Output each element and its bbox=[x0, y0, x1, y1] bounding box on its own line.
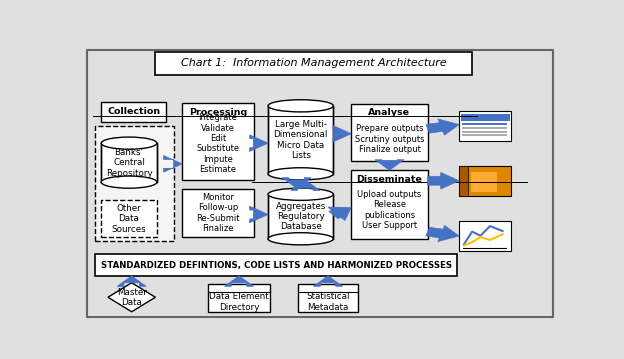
Bar bbox=[459, 166, 468, 196]
Bar bbox=[459, 111, 511, 141]
Ellipse shape bbox=[101, 137, 157, 149]
Text: Statistical
Metadata: Statistical Metadata bbox=[306, 292, 350, 312]
Polygon shape bbox=[427, 172, 459, 189]
Polygon shape bbox=[163, 155, 182, 172]
Bar bbox=[461, 113, 510, 121]
Polygon shape bbox=[291, 180, 319, 190]
Bar bbox=[182, 189, 253, 237]
Bar bbox=[268, 194, 333, 239]
Bar bbox=[459, 221, 511, 251]
Polygon shape bbox=[225, 276, 253, 286]
Polygon shape bbox=[426, 119, 459, 135]
Polygon shape bbox=[333, 125, 351, 142]
Polygon shape bbox=[375, 160, 404, 170]
Polygon shape bbox=[313, 276, 343, 286]
Text: Analyse: Analyse bbox=[368, 108, 411, 117]
Text: Monitor
Follow-up
Re-Submit
Finalize: Monitor Follow-up Re-Submit Finalize bbox=[196, 193, 240, 233]
Polygon shape bbox=[117, 276, 146, 286]
Ellipse shape bbox=[268, 168, 333, 180]
Bar bbox=[101, 102, 167, 122]
Polygon shape bbox=[250, 206, 268, 223]
Polygon shape bbox=[250, 135, 268, 151]
Bar bbox=[101, 200, 157, 237]
Ellipse shape bbox=[268, 188, 333, 200]
Bar bbox=[101, 143, 157, 182]
Bar bbox=[351, 104, 427, 160]
Text: Chart 1:  Information Management Architecture: Chart 1: Information Management Architec… bbox=[181, 58, 447, 68]
Text: Master
Data: Master Data bbox=[117, 288, 147, 307]
Text: Banks'
Central
Repository: Banks' Central Repository bbox=[105, 148, 152, 178]
Text: Integrate
Validate
Edit
Substitute
Impute
Estimate: Integrate Validate Edit Substitute Imput… bbox=[196, 113, 240, 174]
Bar bbox=[470, 172, 497, 192]
Text: Large Multi-
Dimensional
Micro Data
Lists: Large Multi- Dimensional Micro Data List… bbox=[273, 120, 328, 160]
Text: STANDARDIZED DEFINTIONS, CODE LISTS AND HARMONIZED PROCESSES: STANDARDIZED DEFINTIONS, CODE LISTS AND … bbox=[100, 261, 452, 270]
Polygon shape bbox=[328, 207, 351, 220]
Bar bbox=[268, 106, 333, 174]
Polygon shape bbox=[108, 283, 155, 312]
Text: Aggregates
Regulatory
Database: Aggregates Regulatory Database bbox=[276, 202, 326, 232]
Text: Other
Data
Sources: Other Data Sources bbox=[112, 204, 147, 233]
Bar bbox=[182, 103, 253, 180]
Ellipse shape bbox=[268, 233, 333, 245]
Bar bbox=[155, 52, 472, 75]
Bar bbox=[459, 166, 511, 196]
Bar bbox=[95, 254, 457, 276]
Bar bbox=[208, 284, 270, 312]
Polygon shape bbox=[282, 178, 311, 188]
Text: Data Element
Directory: Data Element Directory bbox=[209, 292, 269, 312]
Text: Prepare outputs
Scrutiny outputs
Finalize output: Prepare outputs Scrutiny outputs Finaliz… bbox=[354, 124, 424, 154]
Bar bbox=[95, 126, 173, 241]
Bar bbox=[351, 170, 427, 239]
Text: Collection: Collection bbox=[107, 107, 160, 116]
Text: Processing: Processing bbox=[188, 108, 247, 117]
Ellipse shape bbox=[268, 100, 333, 112]
Ellipse shape bbox=[101, 176, 157, 188]
Polygon shape bbox=[426, 225, 459, 242]
Bar bbox=[298, 284, 359, 312]
Text: Disseminate: Disseminate bbox=[356, 174, 422, 184]
Text: Upload outputs
Release
publications
User Support: Upload outputs Release publications User… bbox=[358, 190, 422, 230]
